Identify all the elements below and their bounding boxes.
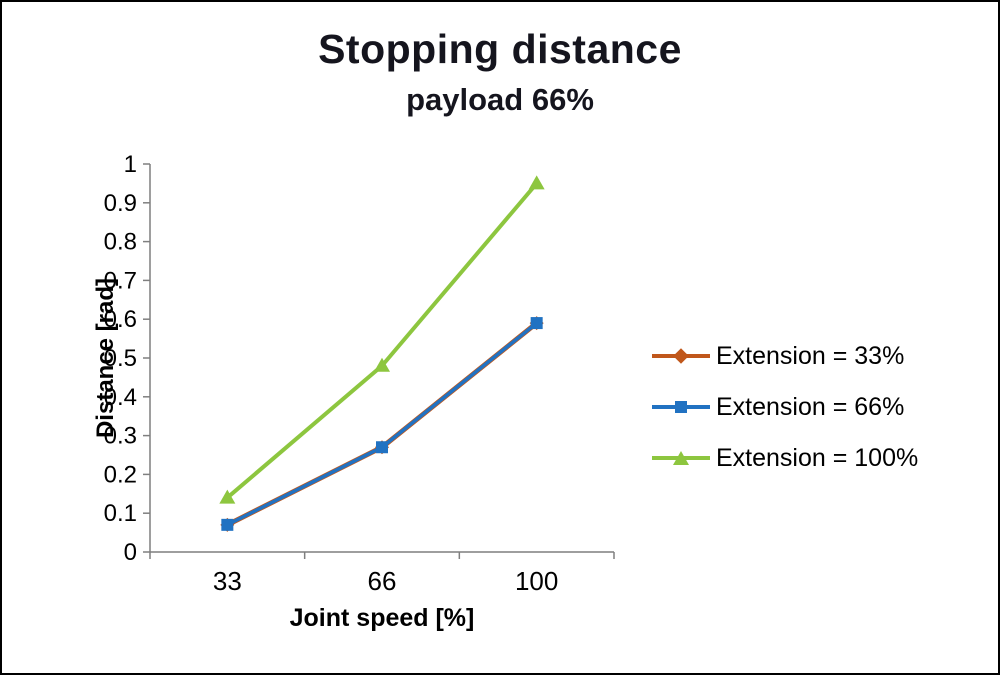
- legend-marker: [673, 451, 689, 465]
- legend: Extension = 33% Extension = 66% Extensio…: [652, 338, 918, 476]
- y-tick-label: 0.5: [104, 345, 137, 372]
- y-tick-label: 1: [124, 151, 137, 178]
- legend-label: Extension = 33%: [716, 341, 905, 370]
- diamond-marker-icon: [652, 345, 710, 367]
- square-marker-icon: [530, 317, 543, 330]
- y-axis-title: Distance [rad]: [92, 277, 119, 439]
- y-tick-label: 0.8: [104, 229, 137, 256]
- x-tick-label: 33: [213, 566, 242, 596]
- y-tick-label: 0.2: [104, 461, 137, 488]
- legend-marker: [675, 401, 687, 413]
- y-tick-label: 0.6: [104, 306, 137, 333]
- legend-label: Extension = 66%: [716, 392, 905, 421]
- y-tick-label: 0.9: [104, 190, 137, 217]
- y-tick-label: 0: [124, 539, 137, 566]
- y-tick-label: 0.3: [104, 423, 137, 450]
- square-marker-icon: [221, 518, 234, 531]
- legend-label: Extension = 100%: [716, 443, 919, 472]
- legend-marker: [673, 348, 689, 364]
- legend-item-extension-33: Extension = 33%: [652, 338, 918, 374]
- legend-item-extension-100: Extension = 100%: [652, 440, 918, 476]
- x-tick-label: 66: [368, 566, 397, 596]
- x-tick-label: 100: [515, 566, 558, 596]
- series-line: [225, 321, 539, 527]
- triangle-marker-icon: [219, 489, 236, 504]
- series-line: [224, 320, 540, 528]
- square-marker-icon: [376, 441, 388, 454]
- series-diamond: [220, 316, 544, 532]
- triangle-marker-icon: [652, 447, 710, 469]
- chart-title: Stopping distance: [318, 26, 682, 72]
- series-triangle: [219, 175, 545, 504]
- square-marker-icon: [652, 396, 710, 418]
- y-tick-label: 0.1: [104, 500, 137, 527]
- legend-item-extension-66: Extension = 66%: [652, 389, 918, 425]
- chart-subtitle: payload 66%: [406, 82, 594, 117]
- y-tick-label: 0.4: [104, 384, 137, 411]
- triangle-marker-icon: [528, 175, 545, 190]
- triangle-marker-icon: [374, 357, 390, 372]
- y-tick-label: 0.7: [104, 267, 137, 294]
- x-axis-title: Joint speed [%]: [289, 604, 475, 632]
- series-square: [221, 317, 543, 531]
